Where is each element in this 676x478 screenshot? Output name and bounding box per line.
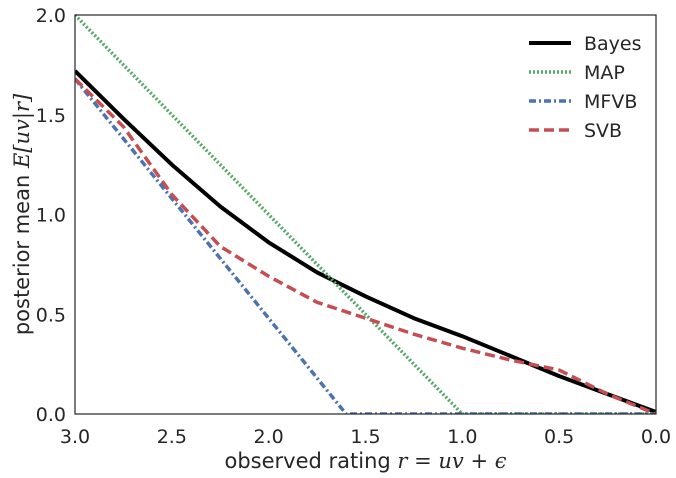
y-tick-label: 1.0 (36, 205, 66, 227)
y-axis-label: posterior mean E[uv|r] (10, 93, 35, 335)
y-tick-label: 1.5 (36, 105, 66, 127)
legend-item-svb: SVB (529, 120, 622, 142)
legend-label: MAP (584, 62, 625, 84)
x-tick-label: 2.0 (254, 426, 284, 448)
x-tick-label: 0.5 (544, 426, 574, 448)
x-tick-label: 1.0 (447, 426, 477, 448)
legend: Bayes MAP MFVB SVB (529, 33, 642, 142)
x-axis-ticks: 3.0 2.5 2.0 1.5 1.0 0.5 0.0 (60, 426, 671, 448)
y-tick-label: 0.0 (36, 404, 66, 426)
y-tick-label: 2.0 (36, 5, 66, 27)
x-tick-label: 0.0 (641, 426, 671, 448)
x-tick-label: 2.5 (157, 426, 187, 448)
y-tick-label: 0.5 (36, 304, 66, 326)
x-tick-label: 3.0 (60, 426, 90, 448)
legend-label: MFVB (584, 91, 637, 113)
series-line-svb (75, 77, 656, 414)
y-axis-label-math: E[uv|r] (10, 93, 35, 169)
legend-item-bayes: Bayes (529, 33, 642, 55)
plot-frame (74, 14, 657, 415)
legend-label: Bayes (584, 33, 642, 55)
y-axis-ticks: 0.0 0.5 1.0 1.5 2.0 (36, 5, 66, 426)
x-axis-label-math: r = uv + ϵ (397, 449, 506, 473)
x-axis-label: observed rating r = uv + ϵ (224, 449, 506, 473)
y-axis-label-text: posterior mean (10, 168, 34, 335)
series-layer (75, 13, 656, 414)
series-line-bayes (75, 69, 656, 414)
series-line-map (75, 13, 656, 414)
legend-label: SVB (584, 120, 622, 142)
x-tick-label: 1.5 (350, 426, 380, 448)
x-axis-label-text: observed rating (224, 449, 397, 473)
legend-item-map: MAP (529, 62, 625, 84)
legend-item-mfvb: MFVB (529, 91, 637, 113)
